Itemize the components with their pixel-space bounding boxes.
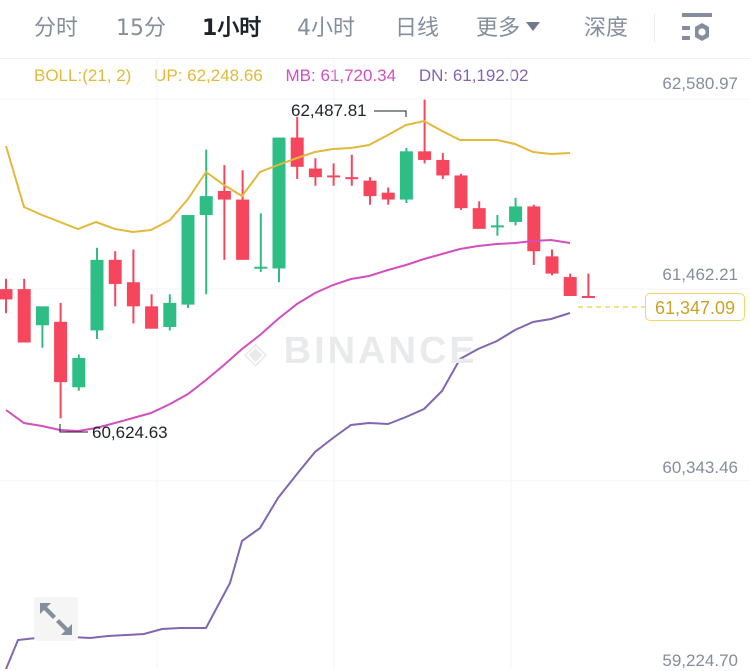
boll-legend: BOLL:(21, 2) UP: 62,248.66 MB: 61,720.34… [34, 66, 546, 86]
candle-down [327, 175, 341, 178]
candle-down [363, 180, 377, 197]
tab-divider [654, 14, 655, 42]
low-price-annotation: 60,624.63 [92, 423, 168, 442]
candle-up [272, 137, 286, 269]
boll-mb-line [5, 238, 571, 433]
low-marker-line [59, 424, 88, 433]
expand-arrows-icon [40, 603, 72, 635]
tab-time-sharing[interactable]: 分时 [34, 16, 79, 41]
tab-more[interactable]: 更多 [476, 14, 541, 44]
tab-1h[interactable]: 1小时 [202, 16, 262, 41]
boll-up-value: UP: 62,248.66 [154, 66, 263, 85]
candle-up [72, 357, 86, 388]
tab-4h[interactable]: 4小时 [297, 16, 355, 41]
current-price-tag: 61,347.09 [645, 293, 745, 321]
boll-params: BOLL:(21, 2) [34, 66, 132, 85]
tab-more-label: 更多 [476, 16, 521, 41]
price-axis-label: 60,343.46 [662, 458, 738, 477]
candle-down [17, 289, 31, 343]
candle-down [581, 295, 595, 298]
candle-down [0, 289, 13, 300]
watermark-text: BINANCE [283, 330, 478, 372]
candle-up [163, 302, 177, 327]
price-axis-label: 59,224.70 [662, 651, 738, 670]
candle-down [436, 159, 450, 176]
candle-up [399, 151, 413, 200]
interval-tab-bar: 分时 15分 1小时 4小时 日线 更多 深度 [0, 0, 750, 59]
boll-up-line [5, 119, 571, 234]
candle-up [509, 206, 523, 222]
caret-down-icon [526, 21, 541, 31]
candle-up [254, 266, 268, 269]
boll-dn-line [5, 312, 571, 669]
candle-down [454, 175, 468, 209]
candle-up [90, 259, 104, 331]
candle-down [108, 259, 122, 284]
tab-15m[interactable]: 15分 [116, 16, 166, 41]
chart-settings-icon[interactable] [678, 11, 714, 45]
candle-down [217, 190, 231, 200]
candle-down [308, 168, 322, 178]
candle-up [199, 196, 213, 216]
binance-logo-icon: ◈ [244, 337, 271, 370]
candle-down [381, 192, 395, 200]
price-axis-label: 61,462.21 [662, 265, 738, 284]
candle-up [35, 306, 49, 326]
binance-watermark: ◈ BINANCE [244, 330, 478, 373]
candle-up [181, 215, 195, 305]
candle-down [472, 208, 486, 229]
candle-down [145, 306, 159, 329]
candle-down [126, 282, 140, 307]
tab-depth[interactable]: 深度 [584, 16, 629, 41]
candles-group [0, 99, 595, 419]
candle-down [345, 177, 359, 180]
tab-1d[interactable]: 日线 [395, 16, 440, 41]
candle-down [54, 321, 68, 383]
candle-down [563, 277, 577, 296]
price-axis-label: 62,580.97 [662, 74, 738, 93]
candle-down [290, 137, 304, 167]
candle-down [236, 199, 250, 260]
candle-down [418, 151, 432, 160]
boll-dn-value: DN: 61,192.02 [418, 66, 529, 85]
high-marker-line [374, 110, 407, 117]
fullscreen-button[interactable] [34, 597, 78, 641]
candle-down [545, 256, 559, 274]
candle-up [490, 225, 504, 228]
high-price-annotation: 62,487.81 [291, 101, 367, 120]
boll-mb-value: MB: 61,720.34 [285, 66, 397, 85]
candle-down [527, 206, 541, 252]
grid-lines [0, 60, 750, 669]
